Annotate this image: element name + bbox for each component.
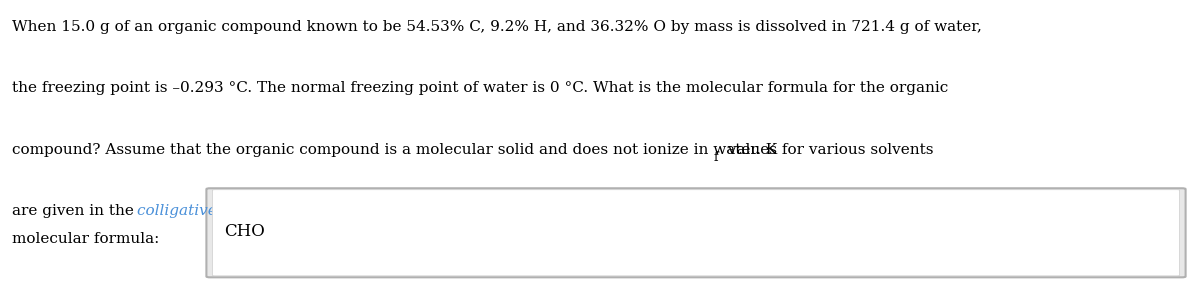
Text: .: . [337, 204, 342, 218]
Text: When 15.0 g of an organic compound known to be 54.53% C, 9.2% H, and 36.32% O by: When 15.0 g of an organic compound known… [12, 20, 982, 34]
Text: values for various solvents: values for various solvents [722, 143, 934, 157]
Text: colligative constants table: colligative constants table [138, 204, 341, 218]
FancyBboxPatch shape [212, 190, 1180, 276]
Text: CHO: CHO [224, 223, 265, 239]
Text: molecular formula:: molecular formula: [12, 232, 160, 246]
Text: the freezing point is –0.293 °C. The normal freezing point of water is 0 °C. Wha: the freezing point is –0.293 °C. The nor… [12, 81, 948, 95]
Text: f: f [713, 151, 718, 164]
Text: are given in the: are given in the [12, 204, 139, 218]
FancyBboxPatch shape [206, 188, 1186, 277]
Text: compound? Assume that the organic compound is a molecular solid and does not ion: compound? Assume that the organic compou… [12, 143, 778, 157]
